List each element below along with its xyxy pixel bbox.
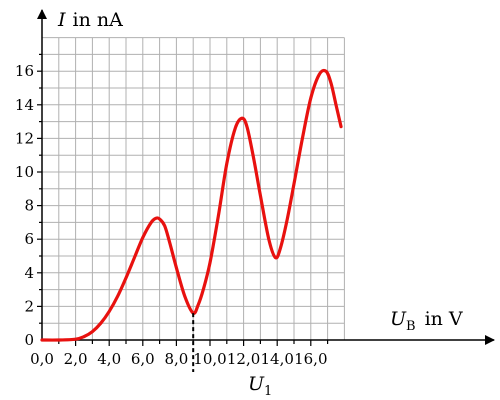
- x-axis-unit: in V: [425, 308, 463, 330]
- u1-symbol: U: [248, 373, 265, 395]
- x-axis-symbol: U: [390, 308, 407, 330]
- x-tick-label: 14,0: [260, 350, 293, 368]
- ticks: [37, 53, 329, 346]
- x-tick-label: 2,0: [64, 350, 88, 368]
- y-tick-label: 2: [24, 297, 34, 315]
- y-axis-symbol: I: [57, 9, 66, 31]
- y-tick-label: 10: [15, 163, 34, 181]
- y-tick-label: 8: [24, 197, 34, 215]
- x-tick-label: 12,0: [227, 350, 260, 368]
- x-axis-label-background: [379, 304, 474, 331]
- grid: [42, 37, 345, 340]
- x-tick-label: 4,0: [97, 350, 121, 368]
- y-tick-label: 6: [24, 230, 34, 248]
- y-tick-label: 0: [24, 331, 34, 349]
- x-tick-label: 16,0: [294, 350, 327, 368]
- x-tick-label: 6,0: [131, 350, 155, 368]
- y-tick-label: 4: [24, 264, 34, 282]
- x-tick-label: 8,0: [164, 350, 188, 368]
- y-tick-label: 16: [15, 62, 34, 80]
- u1-subscript: 1: [264, 384, 272, 399]
- x-tick-label: 0,0: [30, 350, 54, 368]
- current-curve: [40, 68, 343, 342]
- series: [40, 68, 343, 342]
- axes: [37, 9, 495, 345]
- y-axis-unit: in nA: [73, 9, 124, 31]
- x-axis-subscript: B: [406, 319, 416, 334]
- u1-label: U1: [248, 373, 272, 399]
- x-tick-label: 10,0: [193, 350, 226, 368]
- y-tick-label: 12: [15, 129, 34, 147]
- y-tick-label: 14: [15, 96, 34, 114]
- tick-labels: 0,0 2,0 4,0 6,0 8,0 10,0 12,0 14,0 16,0 0 2 4 6 8 10 12…: [15, 62, 328, 368]
- x-axis-label: UB in V: [390, 308, 463, 334]
